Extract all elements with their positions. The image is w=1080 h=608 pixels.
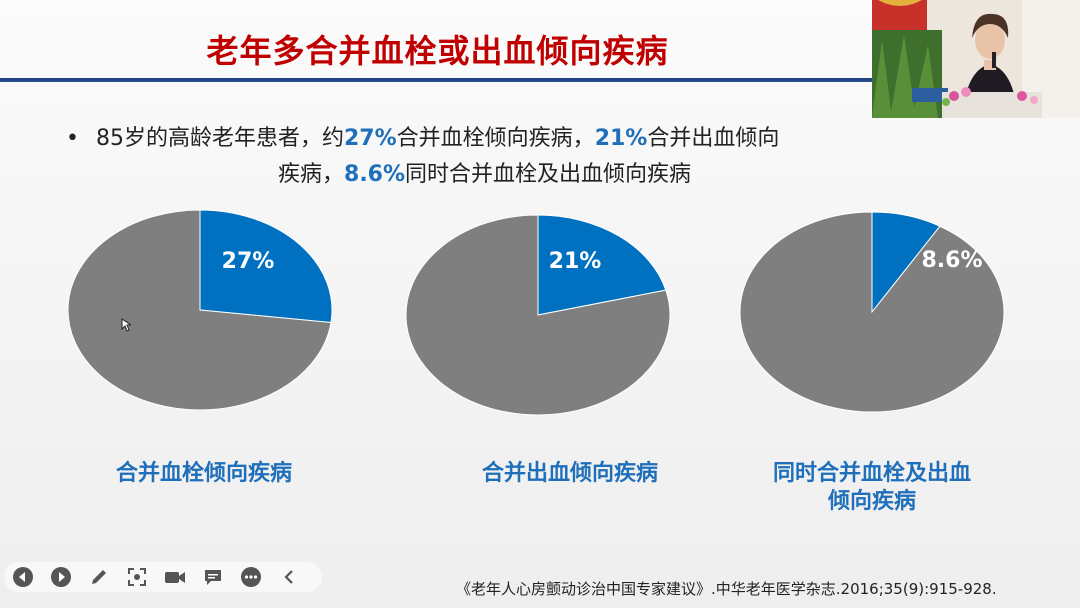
pie-data-label: 8.6% bbox=[921, 248, 982, 273]
pie-data-label: 27% bbox=[222, 249, 275, 274]
caption-both-line-1: 同时合并血栓及出血 bbox=[772, 461, 971, 486]
bullet-text: 疾病， bbox=[278, 162, 345, 187]
bullet-dot: • bbox=[66, 126, 79, 151]
bullet-line-1: 85岁的高龄老年患者，约27%合并血栓倾向疾病，21%合并出血倾向 bbox=[96, 120, 779, 158]
citation: 《老年人心房颤动诊治中国专家建议》.中华老年医学杂志.2016;35(9):91… bbox=[456, 580, 997, 598]
pie-charts: 27% 21% 8.6% bbox=[67, 209, 1005, 416]
caption-bleeding: 合并出血倾向疾病 bbox=[481, 461, 658, 486]
speaker-video-frame bbox=[872, 0, 1080, 118]
bullet-text: 合并血栓倾向疾病， bbox=[396, 126, 595, 151]
pen-icon[interactable] bbox=[86, 564, 112, 590]
bullet-value-both: 8.6% bbox=[344, 162, 406, 187]
caption-both: 同时合并血栓及出血 倾向疾病 bbox=[722, 460, 1022, 516]
bullet-value-thrombosis: 27% bbox=[344, 126, 397, 151]
comment-icon[interactable] bbox=[200, 564, 226, 590]
bullet-text: 同时合并血栓及出血倾向疾病 bbox=[405, 162, 692, 187]
previous-icon[interactable] bbox=[10, 564, 36, 590]
screenshot-icon[interactable] bbox=[124, 564, 150, 590]
pie-chart-both: 8.6% bbox=[739, 211, 1005, 413]
camera-icon[interactable] bbox=[162, 564, 188, 590]
caption-both-line-2: 倾向疾病 bbox=[827, 489, 916, 514]
pie-chart-bleeding: 21% bbox=[405, 214, 671, 416]
speaker-video bbox=[872, 0, 1080, 118]
play-icon[interactable] bbox=[48, 564, 74, 590]
bullet-line-2: 疾病，8.6%同时合并血栓及出血倾向疾病 bbox=[278, 156, 691, 194]
pie-data-label: 21% bbox=[549, 249, 602, 274]
pie-chart-thrombosis: 27% bbox=[67, 209, 333, 411]
more-icon[interactable] bbox=[238, 564, 264, 590]
pie-slice-highlight bbox=[199, 209, 333, 324]
pie-slice-highlight bbox=[537, 214, 667, 316]
collapse-icon[interactable] bbox=[276, 564, 302, 590]
bullet-value-bleeding: 21% bbox=[594, 126, 648, 151]
pie-slice-rest bbox=[405, 214, 671, 416]
title-bar: 老年多合并血栓或出血倾向疾病 bbox=[0, 0, 875, 88]
title-underline bbox=[0, 78, 875, 82]
pie-slice-rest bbox=[739, 211, 1005, 413]
slide-title: 老年多合并血栓或出血倾向疾病 bbox=[206, 32, 669, 70]
bullet-text: 合并出血倾向 bbox=[647, 126, 780, 151]
pie-slice-rest bbox=[67, 209, 332, 411]
mouse-cursor bbox=[121, 318, 131, 332]
bullet-text: 85岁的高龄老年患者，约 bbox=[96, 126, 344, 151]
presentation-toolbar bbox=[4, 562, 322, 592]
caption-thrombosis: 合并血栓倾向疾病 bbox=[115, 461, 292, 486]
